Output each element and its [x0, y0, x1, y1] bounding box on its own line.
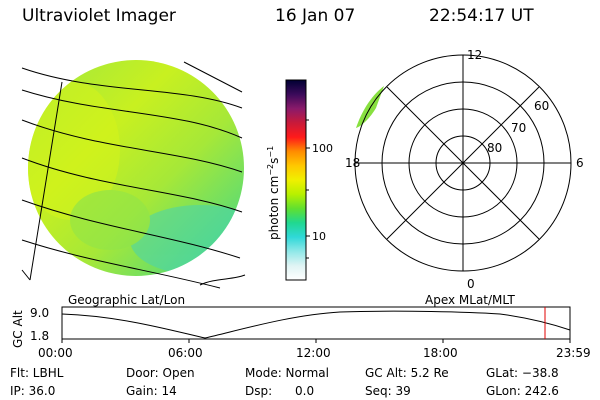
info-glon: GLon: 242.6	[486, 384, 559, 398]
info-ip: IP: 36.0	[10, 384, 56, 398]
polar-aurora-patch	[356, 86, 384, 128]
info-gc-alt: GC Alt: 5.2 Re	[365, 366, 449, 380]
time-tick-0600: 06:00	[168, 346, 203, 360]
info-glat: GLat: −38.8	[486, 366, 559, 380]
info-gain: Gain: 14	[126, 384, 177, 398]
altitude-curve	[61, 310, 571, 339]
time-tick-1200: 12:00	[296, 346, 331, 360]
colorbar-tick-10: 10	[312, 230, 326, 243]
colorbar: 100 10 photon cm−2s−1	[266, 79, 333, 281]
lat-label-70: 70	[511, 121, 526, 135]
lat-label-60: 60	[534, 99, 549, 113]
time-tick-1800: 18:00	[423, 346, 458, 360]
time-tick-0000: 00:00	[38, 346, 73, 360]
polar-plot	[354, 54, 572, 272]
mlt-label-0: 0	[467, 277, 475, 291]
info-mode: Mode: Normal	[245, 366, 329, 380]
geographic-label: Geographic Lat/Lon	[68, 293, 185, 307]
header-title: Ultraviolet Imager	[22, 6, 176, 26]
info-filter: Flt: LBHL	[10, 366, 64, 380]
altitude-axis-label: GC Alt	[11, 310, 25, 348]
info-door: Door: Open	[126, 366, 195, 380]
altitude-tick-9: 9.0	[30, 306, 49, 320]
apex-label: Apex MLat/MLT	[425, 293, 515, 307]
altitude-tick-1-8: 1.8	[30, 329, 49, 343]
info-seq: Seq: 39	[365, 384, 411, 398]
info-dsp: Dsp: 0.0	[245, 384, 315, 398]
header-time: 22:54:17 UT	[429, 6, 534, 26]
polar-labels: 80 70 60 12 18 6 0	[345, 48, 584, 291]
altitude-plot: GC Alt 9.0 1.8 00:00 06:00 12:00 18:00 2…	[11, 306, 591, 360]
header-date: 16 Jan 07	[275, 6, 356, 26]
uv-earth-image	[28, 60, 244, 276]
time-tick-2359: 23:59	[556, 346, 591, 360]
colorbar-tick-100: 100	[312, 142, 333, 155]
colorbar-unit-label: photon cm−2s−1	[266, 146, 281, 240]
mlt-label-18: 18	[345, 156, 360, 170]
mlt-label-6: 6	[576, 156, 584, 170]
mlt-label-12: 12	[467, 48, 482, 62]
lat-label-80: 80	[487, 141, 502, 155]
geographic-grid	[21, 61, 246, 289]
